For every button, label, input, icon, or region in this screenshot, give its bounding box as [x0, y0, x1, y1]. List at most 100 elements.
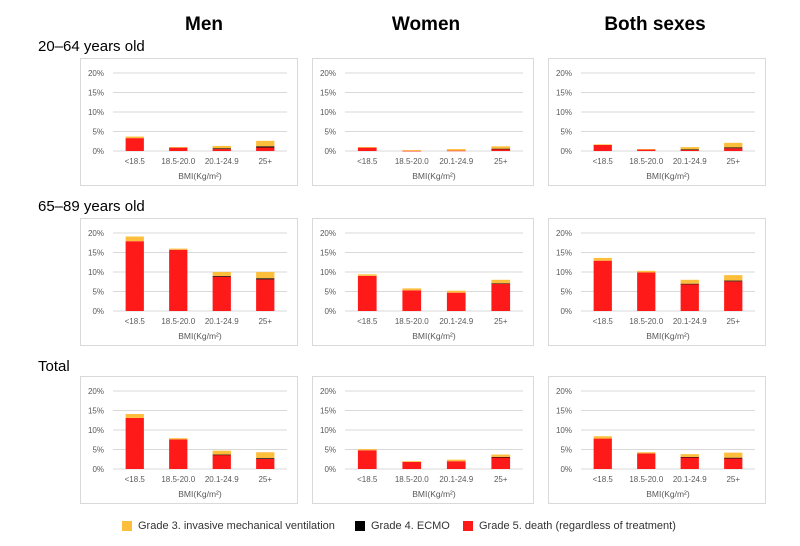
x-tick-label: 25+	[726, 317, 740, 326]
bar-segment-grade3-25	[491, 454, 511, 457]
chart-panel-total-women: 0% 5% 10% 15% 20% <18.5 18.5-20.0 20.1-24.9 25+ B…	[312, 376, 534, 504]
chart-svg: 0% 5% 10% 15% 20% <18.5 18.5-20.0 20.1-24.9 25+ B…	[556, 229, 755, 341]
bar-segment-grade5-20-1-24-9	[680, 284, 699, 311]
x-axis-label: BMI(Kg/m²)	[178, 331, 222, 341]
chart-svg: 0% 5% 10% 15% 20% <18.5 18.5-20.0 20.1-24.9 25+ B…	[556, 69, 755, 181]
y-tick-label: 5%	[560, 128, 572, 137]
bar-segment-grade3-25	[724, 452, 743, 458]
y-tick-label: 20%	[88, 387, 104, 396]
bar-segment-grade3-18-5	[357, 274, 377, 276]
bar-segment-grade4-20-1-24-9	[680, 283, 699, 285]
y-tick-label: 5%	[560, 446, 572, 455]
legend-swatch-grade4	[355, 521, 365, 531]
y-tick-label: 0%	[92, 465, 104, 474]
y-tick-label: 10%	[320, 426, 336, 435]
bar-segment-grade5-18-5	[357, 450, 377, 469]
row-label-65-89: 65–89 years old	[38, 198, 145, 215]
bar-segment-grade5-25	[256, 279, 275, 311]
x-tick-label: 25+	[258, 475, 272, 484]
chart-panel-65-89-years-old-women: 0% 5% 10% 15% 20% <18.5 18.5-20.0 20.1-24.9 25+ B…	[312, 218, 534, 346]
x-tick-label: <18.5	[357, 157, 378, 166]
x-tick-label: 25+	[726, 475, 740, 484]
chart-panel-20-64-years-old-women: 0% 5% 10% 15% 20% <18.5 18.5-20.0 20.1-24.9 25+ B…	[312, 58, 534, 186]
bar-segment-grade3-20-1-24-9	[680, 147, 699, 150]
x-tick-label: 25+	[258, 157, 272, 166]
y-tick-label: 10%	[88, 268, 104, 277]
y-tick-label: 20%	[556, 387, 572, 396]
y-tick-label: 0%	[324, 465, 336, 474]
x-axis-label: BMI(Kg/m²)	[178, 489, 222, 499]
x-tick-label: 18.5-20.0	[161, 317, 195, 326]
x-tick-label: 25+	[258, 317, 272, 326]
bar-segment-grade5-25	[491, 283, 511, 311]
bar-segment-grade5-25	[724, 148, 743, 151]
bar-segment-grade3-18-5	[593, 436, 612, 439]
x-axis-label: BMI(Kg/m²)	[646, 331, 690, 341]
chart-svg: 0% 5% 10% 15% 20% <18.5 18.5-20.0 20.1-24.9 25+ B…	[556, 387, 755, 499]
bar-segment-grade3-18-5	[125, 236, 144, 242]
y-tick-label: 10%	[88, 426, 104, 435]
bar-segment-grade5-20-1-24-9	[212, 149, 231, 151]
x-tick-label: 25+	[494, 157, 508, 166]
x-axis-label: BMI(Kg/m²)	[646, 171, 690, 181]
x-tick-label: <18.5	[593, 475, 614, 484]
bar-segment-grade5-25	[491, 149, 511, 151]
bar-segment-grade4-25	[256, 146, 275, 148]
bar-segment-grade4-25	[724, 280, 743, 282]
bar-segment-grade3-18-5	[125, 136, 144, 139]
y-tick-label: 15%	[556, 249, 572, 258]
bar-segment-grade5-18-5-20-0	[169, 439, 188, 469]
x-axis-label: BMI(Kg/m²)	[178, 171, 222, 181]
x-tick-label: <18.5	[593, 157, 614, 166]
chart-panel-total-both-sexes: 0% 5% 10% 15% 20% <18.5 18.5-20.0 20.1-24.9 25+ B…	[548, 376, 766, 504]
bar-segment-grade3-20-1-24-9	[212, 272, 231, 276]
x-axis-label: BMI(Kg/m²)	[412, 171, 456, 181]
legend-item-grade3: Grade 3. invasive mechanical ventilation	[122, 520, 335, 532]
chart-svg: 0% 5% 10% 15% 20% <18.5 18.5-20.0 20.1-24.9 25+ B…	[320, 69, 523, 181]
x-tick-label: 20.1-24.9	[439, 475, 473, 484]
bar-segment-grade5-25	[256, 147, 275, 151]
y-tick-label: 10%	[556, 426, 572, 435]
y-tick-label: 5%	[560, 288, 572, 297]
bar-segment-grade3-25	[491, 146, 511, 149]
bar-segment-grade5-25	[724, 458, 743, 469]
legend-label-grade4: Grade 4. ECMO	[371, 520, 450, 532]
x-tick-label: 18.5-20.0	[395, 157, 429, 166]
x-tick-label: 25+	[494, 475, 508, 484]
x-tick-label: 20.1-24.9	[205, 475, 239, 484]
bar-segment-grade3-25	[256, 140, 275, 147]
chart-panel-65-89-years-old-men: 0% 5% 10% 15% 20% <18.5 18.5-20.0 20.1-24.9 25+ B…	[80, 218, 298, 346]
bar-segment-grade5-25	[491, 457, 511, 469]
bar-segment-grade4-25	[491, 283, 511, 284]
y-tick-label: 0%	[560, 147, 572, 156]
bar-segment-grade4-25	[256, 278, 275, 280]
x-tick-label: 18.5-20.0	[161, 157, 195, 166]
bar-segment-grade4-20-1-24-9	[680, 456, 699, 458]
y-tick-label: 0%	[560, 307, 572, 316]
bar-segment-grade3-18-5-20-0	[402, 461, 422, 462]
x-tick-label: <18.5	[125, 157, 146, 166]
bar-segment-grade3-18-5	[593, 257, 612, 261]
y-tick-label: 10%	[556, 108, 572, 117]
legend-label-grade3: Grade 3. invasive mechanical ventilation	[138, 520, 335, 532]
y-tick-label: 15%	[88, 249, 104, 258]
legend-label-grade5: Grade 5. death (regardless of treatment)	[479, 520, 676, 532]
y-tick-label: 15%	[556, 89, 572, 98]
bar-segment-grade5-18-5-20-0	[402, 461, 422, 469]
y-tick-label: 15%	[320, 407, 336, 416]
y-tick-label: 5%	[92, 288, 104, 297]
x-tick-label: 25+	[494, 317, 508, 326]
x-tick-label: <18.5	[125, 475, 146, 484]
bar-segment-grade3-18-5-20-0	[637, 149, 656, 150]
y-tick-label: 20%	[556, 229, 572, 238]
bar-segment-grade4-25	[491, 148, 511, 150]
bar-segment-grade3-18-5	[357, 147, 377, 148]
bar-segment-grade5-18-5	[593, 438, 612, 469]
x-tick-label: 20.1-24.9	[205, 157, 239, 166]
y-tick-label: 20%	[556, 69, 572, 78]
x-tick-label: 25+	[726, 157, 740, 166]
x-tick-label: 20.1-24.9	[205, 317, 239, 326]
x-tick-label: <18.5	[357, 317, 378, 326]
bar-segment-grade3-18-5	[593, 144, 612, 145]
y-tick-label: 10%	[320, 108, 336, 117]
